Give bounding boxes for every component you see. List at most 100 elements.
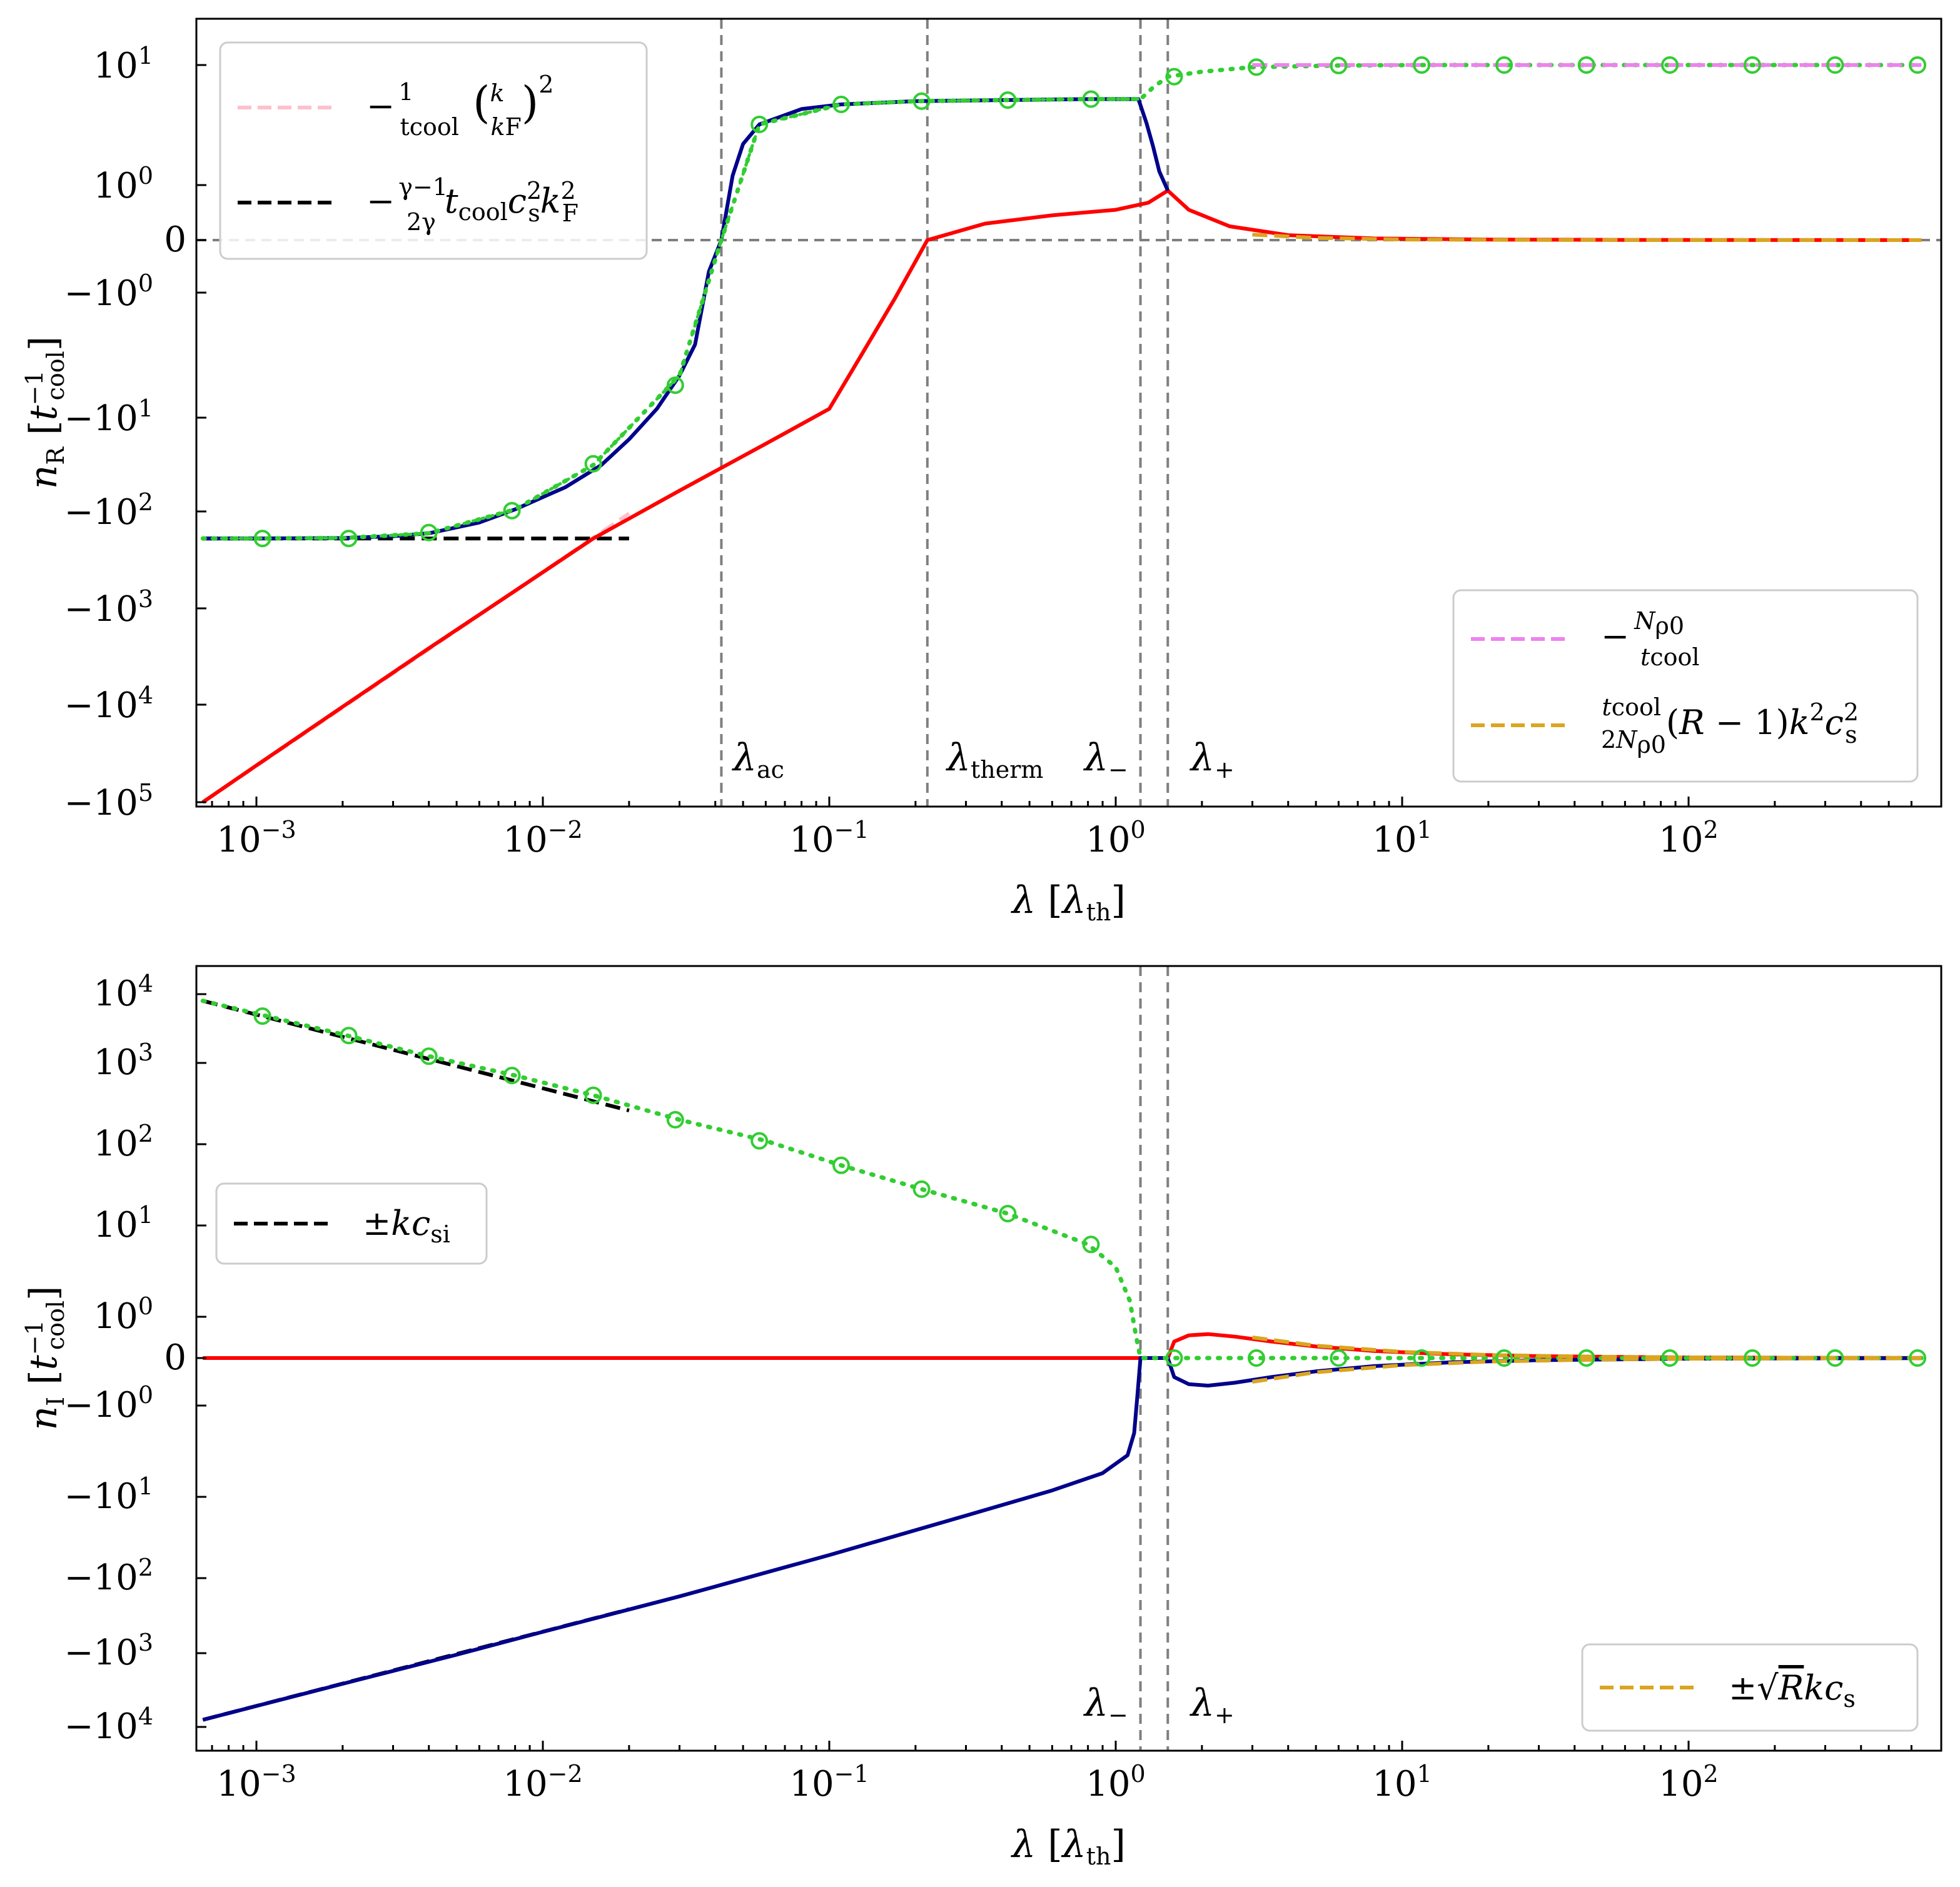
top-xtick-label: 10−1	[789, 816, 869, 860]
bottom-xtick-label: 10−1	[789, 1760, 869, 1804]
top-xtick-label: 100	[1086, 816, 1145, 860]
bottom-y-tick-labels: 104 103 102 101 100 0 −100 −101 −102 −10…	[64, 970, 186, 1747]
top-ytick-label: −103	[64, 585, 153, 630]
data-point-marker	[420, 1047, 438, 1065]
series-fit-gold	[1252, 233, 1922, 242]
data-point-marker	[1413, 56, 1431, 74]
bottom-legend-left: ±kcsi	[215, 1182, 488, 1265]
data-point-marker	[999, 91, 1017, 109]
top-ytick-label: −100	[64, 269, 153, 314]
bottom-ytick-label: 102	[94, 1120, 153, 1164]
series-fit-gold-up	[1252, 1336, 1922, 1360]
top-xtick-label: 102	[1659, 816, 1718, 860]
series-mode-green	[200, 999, 1924, 1361]
data-point-marker	[750, 1132, 769, 1150]
data-point-marker	[999, 1205, 1017, 1222]
data-point-marker	[1577, 56, 1595, 74]
data-point-marker	[340, 530, 358, 548]
data-point-marker	[1826, 56, 1844, 74]
data-point-marker	[1661, 56, 1679, 74]
legend-box	[1452, 589, 1919, 783]
top-xtick-label: 10−2	[503, 816, 582, 860]
label-lambda-therm: λtherm	[946, 736, 1043, 783]
data-point-marker	[1495, 1349, 1513, 1367]
top-legend-right: − Nρ0 tcool tcool 2Nρ0(R − 1)k2c2 s	[1452, 589, 1919, 783]
data-point-marker	[1248, 58, 1265, 76]
bottom-ytick-label: 104	[94, 970, 153, 1014]
top-y-axis-label: nR [t−1cool]	[21, 336, 69, 490]
data-point-marker	[750, 116, 769, 133]
top-legend-left: −1 tcool (k kF)2 − γ−1 2γtcoolc2 sk2 F	[219, 41, 648, 260]
bottom-xtick-label: 102	[1659, 1760, 1718, 1804]
top-ytick-label: 101	[94, 42, 153, 86]
data-point-marker	[253, 530, 271, 548]
bottom-xtick-label: 10−2	[503, 1760, 582, 1804]
data-point-marker	[666, 1110, 684, 1129]
label-lambda-ac: λac	[732, 736, 784, 783]
top-x-tick-labels: 10−3 10−2 10−1 100 101 102	[216, 816, 1718, 860]
top-ytick-label: −102	[64, 488, 153, 533]
bottom-ytick-label: −103	[64, 1629, 153, 1673]
data-point-marker	[1082, 90, 1100, 108]
bottom-x-tick-labels: 10−3 10−2 10−1 100 101 102	[216, 1760, 1718, 1804]
data-point-marker	[1826, 1349, 1844, 1367]
data-point-marker	[1330, 1349, 1348, 1367]
top-ticks	[196, 64, 1912, 807]
top-panel: 101 100 0 −100 −101 −102 −103 −104 −105 …	[21, 18, 1942, 926]
top-xtick-label: 101	[1372, 816, 1432, 860]
data-point-marker	[1165, 68, 1183, 86]
series-fit-gold-down	[1252, 1356, 1922, 1384]
data-point-marker	[1082, 1235, 1100, 1254]
bottom-ytick-label: 0	[164, 1337, 186, 1378]
bottom-vline-labels: λ− λ+	[1083, 1681, 1235, 1729]
data-point-marker	[1661, 1349, 1679, 1367]
legend-box	[215, 1182, 488, 1265]
top-ytick-label: −101	[64, 395, 153, 439]
data-point-marker	[1165, 1349, 1183, 1367]
data-point-marker	[503, 501, 521, 520]
bottom-legend-right: ±√Rkcs	[1581, 1643, 1919, 1732]
bottom-xtick-label: 101	[1372, 1760, 1432, 1804]
bottom-xtick-label: 100	[1086, 1760, 1145, 1804]
data-point-marker	[832, 96, 850, 113]
bottom-y-axis-label: nI [t−1cool]	[21, 1286, 69, 1431]
bottom-ytick-label: −104	[64, 1703, 153, 1747]
top-plot-area	[196, 19, 1941, 807]
data-point-marker	[420, 523, 438, 541]
top-x-axis-label: λ [λth]	[1011, 878, 1126, 926]
label-lambda-minus: λ−	[1083, 1681, 1128, 1729]
data-point-marker	[1744, 56, 1761, 74]
top-ytick-label: 100	[94, 162, 153, 206]
bottom-ytick-label: −100	[64, 1381, 153, 1426]
data-point-marker	[1413, 1349, 1431, 1367]
data-point-marker	[1248, 1349, 1265, 1367]
data-point-marker	[1909, 1349, 1927, 1367]
bottom-ytick-label: 103	[94, 1039, 153, 1083]
data-point-marker	[1744, 1349, 1761, 1367]
data-point-marker	[1330, 56, 1348, 74]
bottom-x-axis-label: λ [λth]	[1011, 1823, 1126, 1870]
bottom-ytick-label: 101	[94, 1201, 153, 1245]
bottom-ticks	[196, 993, 1912, 1751]
data-point-marker	[666, 376, 684, 395]
top-ytick-label: 0	[164, 219, 186, 260]
bottom-ytick-label: 100	[94, 1292, 153, 1337]
label-lambda-minus: λ−	[1083, 736, 1128, 783]
bottom-plot-area	[200, 966, 1927, 1751]
series-mode-green-overlay	[201, 98, 1143, 540]
bottom-xtick-label: 10−3	[216, 1760, 296, 1804]
legend-box	[1581, 1643, 1919, 1732]
data-point-marker	[1495, 56, 1513, 74]
data-point-marker	[253, 1007, 271, 1025]
top-xtick-label: 10−3	[216, 816, 296, 860]
top-y-tick-labels: 101 100 0 −100 −101 −102 −103 −104 −105	[64, 42, 186, 823]
top-ytick-label: −105	[64, 779, 153, 823]
data-point-marker	[912, 1180, 931, 1198]
data-point-marker	[1909, 56, 1927, 74]
legend-box	[219, 41, 648, 260]
top-vline-labels: λac λtherm λ− λ+	[732, 736, 1235, 783]
data-point-marker	[503, 1067, 521, 1085]
top-ytick-label: −104	[64, 682, 153, 726]
legend-entry-gold: ±√Rkcs	[1729, 1668, 1856, 1713]
